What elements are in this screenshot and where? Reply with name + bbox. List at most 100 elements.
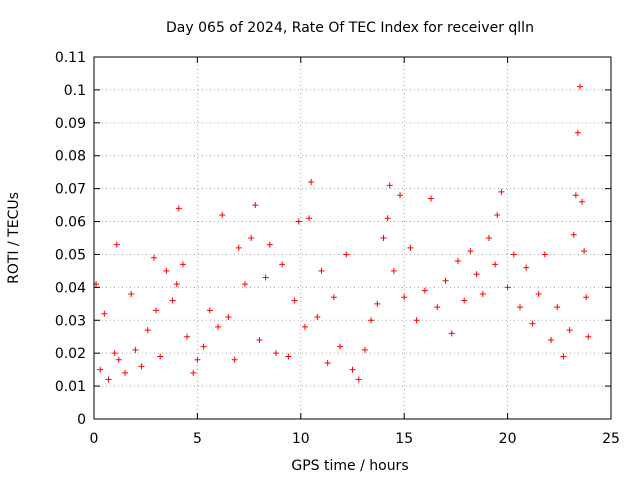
- data-point: [384, 215, 391, 222]
- x-tick-label: 15: [395, 431, 413, 447]
- data-point: [324, 360, 331, 367]
- data-point: [215, 323, 222, 330]
- data-point: [485, 235, 492, 241]
- y-tick-label: 0.01: [55, 379, 86, 395]
- data-point: [241, 281, 248, 288]
- data-point: [262, 274, 269, 281]
- y-tick-label: 0.09: [55, 116, 86, 132]
- data-point: [122, 369, 129, 376]
- data-point: [318, 267, 325, 274]
- data-point: [248, 235, 255, 241]
- data-point: [442, 277, 449, 284]
- data-point: [380, 235, 387, 241]
- y-tick-label: 0.04: [55, 280, 86, 296]
- data-point: [291, 297, 298, 304]
- data-point: [115, 356, 122, 363]
- x-tick-label: 20: [499, 431, 517, 447]
- data-point: [285, 353, 292, 360]
- data-point: [368, 317, 375, 324]
- data-point: [279, 261, 286, 268]
- y-tick-label: 0: [77, 412, 86, 428]
- y-tick-label: 0.07: [55, 182, 86, 198]
- data-point: [434, 304, 441, 311]
- data-point: [153, 307, 160, 314]
- data-point: [579, 198, 586, 205]
- y-tick-label: 0.11: [55, 50, 86, 66]
- data-point: [523, 264, 530, 271]
- data-point: [308, 179, 315, 186]
- data-point: [105, 376, 112, 383]
- data-point: [111, 350, 118, 357]
- data-point: [570, 231, 577, 238]
- data-point: [219, 211, 226, 218]
- plot-frame: [93, 56, 612, 420]
- x-tick-label: 5: [193, 431, 202, 447]
- data-point: [252, 202, 259, 209]
- data-point: [256, 337, 263, 344]
- data-point: [132, 346, 139, 353]
- data-point: [498, 188, 505, 195]
- data-point: [343, 251, 350, 258]
- data-point: [235, 244, 242, 251]
- data-point: [510, 251, 517, 258]
- data-point: [421, 287, 428, 294]
- x-tick-label: 10: [292, 431, 310, 447]
- data-point: [548, 337, 555, 344]
- data-point: [581, 248, 588, 255]
- data-point: [272, 350, 279, 357]
- y-axis-label: ROTI / TECUs: [6, 192, 22, 284]
- data-point: [295, 218, 302, 225]
- data-point: [390, 267, 397, 274]
- data-point: [448, 330, 455, 337]
- data-point: [541, 251, 548, 258]
- data-point: [535, 290, 542, 297]
- y-tick-label: 0.1: [64, 83, 86, 99]
- x-tick-labels: 0 5 10 15 20 25: [90, 431, 620, 447]
- data-point: [401, 294, 408, 301]
- data-point: [361, 346, 368, 353]
- data-point: [330, 294, 337, 301]
- data-point: [529, 320, 536, 327]
- data-point: [504, 284, 511, 291]
- data-point: [179, 261, 186, 268]
- x-tick-label: 25: [602, 431, 620, 447]
- data-point: [113, 241, 120, 248]
- data-point: [190, 369, 197, 376]
- data-point: [173, 281, 180, 288]
- data-point: [349, 366, 356, 373]
- y-tick-label: 0.08: [55, 149, 86, 165]
- data-point: [397, 192, 404, 199]
- data-point: [454, 258, 461, 265]
- data-point: [184, 333, 191, 340]
- grid-lines: [94, 57, 611, 419]
- data-point: [301, 323, 308, 330]
- y-tick-label: 0.05: [55, 247, 86, 263]
- data-point: [473, 271, 480, 278]
- data-point: [200, 343, 207, 350]
- data-point: [574, 129, 581, 136]
- data-point: [101, 310, 108, 317]
- data-point: [494, 211, 501, 218]
- data-point: [266, 241, 273, 248]
- data-point: [428, 195, 435, 202]
- data-point: [560, 353, 567, 360]
- data-point: [169, 297, 176, 304]
- data-point: [572, 192, 579, 199]
- data-point: [386, 182, 393, 189]
- data-point: [374, 300, 381, 307]
- data-point: [138, 363, 145, 370]
- data-point: [163, 267, 170, 274]
- y-tick-label: 0.06: [55, 215, 86, 231]
- data-point: [517, 304, 524, 311]
- data-point: [175, 205, 182, 212]
- data-point: [461, 297, 468, 304]
- data-point: [407, 244, 414, 251]
- data-point: [479, 290, 486, 297]
- y-tick-label: 0.02: [55, 346, 86, 362]
- data-point: [225, 313, 232, 320]
- data-points: [93, 83, 592, 383]
- data-point: [467, 248, 474, 255]
- x-axis-label: GPS time / hours: [291, 458, 408, 474]
- axis-ticks: [93, 56, 612, 420]
- data-point: [337, 343, 344, 350]
